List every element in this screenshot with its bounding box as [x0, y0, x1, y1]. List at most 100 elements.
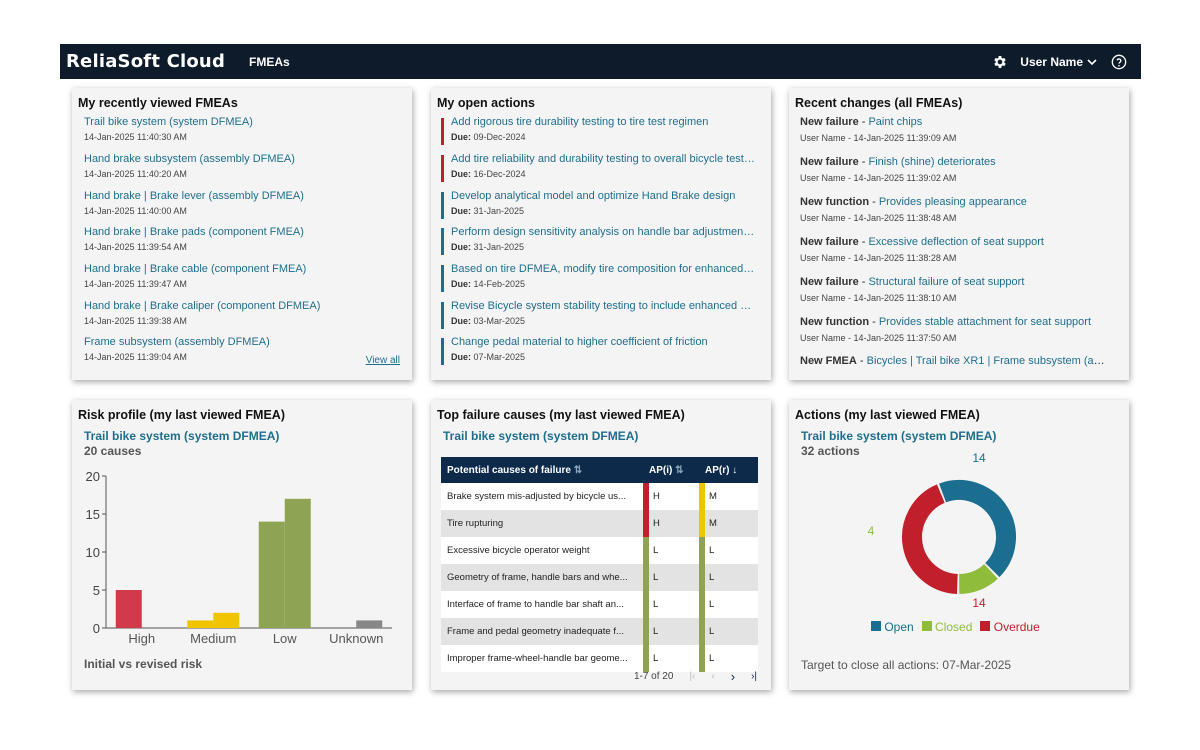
api-cell: L	[643, 618, 699, 645]
cause-cell: Interface of frame to handle bar shaft a…	[441, 591, 643, 618]
first-page-icon[interactable]: |‹	[689, 671, 696, 682]
fmea-link[interactable]: Hand brake | Brake lever (assembly DFMEA…	[84, 190, 304, 202]
causes-table: Potential causes of failure ⇅ AP(i) ⇅ AP…	[441, 457, 758, 672]
fmea-link[interactable]: Trail bike system (system DFMEA)	[443, 429, 639, 443]
col-header-cause[interactable]: Potential causes of failure ⇅	[441, 457, 643, 483]
action-link[interactable]: Add rigorous tire durability testing to …	[451, 116, 709, 128]
apr-cell: L	[699, 564, 758, 591]
donut-slice-closed[interactable]	[958, 563, 998, 594]
change-type: New failure	[800, 156, 859, 168]
card-title: Recent changes (all FMEAs)	[795, 96, 963, 110]
pagination: 1-7 of 20 |‹ ‹ › ›|	[634, 669, 757, 684]
status-indicator	[441, 192, 444, 219]
change-type: New failure	[800, 116, 859, 128]
action-link[interactable]: Revise Bicycle system stability testing …	[451, 300, 756, 312]
prev-page-icon[interactable]: ‹	[711, 671, 715, 682]
change-link[interactable]: Provides pleasing appearance	[878, 196, 1027, 208]
change-link[interactable]: Finish (shine) deteriorates	[868, 156, 996, 168]
change-link[interactable]: Paint chips	[868, 116, 923, 128]
list-item[interactable]: Hand brake | Brake caliper (component DF…	[84, 300, 320, 326]
table-row[interactable]: Tire rupturing H M	[441, 510, 758, 537]
list-item[interactable]: New failure - Structural failure of seat…	[800, 276, 1105, 303]
fmea-link[interactable]: Hand brake subsystem (assembly DFMEA)	[84, 153, 295, 165]
action-count: 32 actions	[801, 444, 860, 458]
fmea-link[interactable]: Trail bike system (system DFMEA)	[84, 429, 280, 443]
view-all-link[interactable]: View all	[365, 355, 400, 366]
user-menu[interactable]: User Name	[1020, 55, 1097, 69]
bar-low-initial[interactable]	[258, 521, 285, 628]
list-item[interactable]: New function - Provides stable attachmen…	[800, 316, 1105, 343]
col-header-api[interactable]: AP(i) ⇅	[643, 457, 699, 483]
action-link[interactable]: Perform design sensitivity analysis on h…	[451, 226, 756, 238]
last-page-icon[interactable]: ›|	[751, 671, 757, 682]
list-item[interactable]: New function - Provides pleasing appeara…	[800, 196, 1105, 223]
change-link[interactable]: Structural failure of seat support	[868, 276, 1025, 288]
list-item[interactable]: Hand brake | Brake lever (assembly DFMEA…	[84, 190, 304, 216]
gear-icon[interactable]	[992, 54, 1008, 70]
fmea-link[interactable]: Trail bike system (system DFMEA)	[84, 116, 253, 128]
due-date: Due: 14-Feb-2025	[451, 279, 526, 289]
action-item[interactable]: Based on tire DFMEA, modify tire composi…	[441, 263, 756, 295]
list-item[interactable]: Hand brake | Brake pads (component FMEA)…	[84, 226, 304, 252]
list-item[interactable]: New failure - Excessive deflection of se…	[800, 236, 1105, 263]
donut-slice-overdue[interactable]	[902, 484, 959, 594]
action-link[interactable]: Change pedal material to higher coeffici…	[451, 336, 708, 348]
viewed-date: 14-Jan-2025 11:39:38 AM	[84, 316, 187, 326]
fmea-link[interactable]: Hand brake | Brake caliper (component DF…	[84, 300, 321, 312]
table-row[interactable]: Geometry of frame, handle bars and whe..…	[441, 564, 758, 591]
action-link[interactable]: Develop analytical model and optimize Ha…	[451, 190, 736, 202]
status-indicator	[441, 228, 444, 255]
change-link[interactable]: Bicycles | Trail bike XR1 | Frame subsys…	[866, 355, 1105, 367]
brand-logo[interactable]: ReliaSoft Cloud	[66, 51, 226, 72]
fmea-link[interactable]: Frame subsystem (assembly DFMEA)	[84, 336, 270, 348]
due-date: Due: 16-Dec-2024	[451, 169, 526, 179]
fmea-link[interactable]: Hand brake | Brake pads (component FMEA)	[84, 226, 304, 238]
list-item[interactable]: Frame subsystem (assembly DFMEA) 14-Jan-…	[84, 336, 270, 362]
fmea-link[interactable]: Trail bike system (system DFMEA)	[801, 429, 997, 443]
action-item[interactable]: Change pedal material to higher coeffici…	[441, 336, 756, 368]
cause-cell: Excessive bicycle operator weight	[441, 537, 643, 564]
table-row[interactable]: Interface of frame to handle bar shaft a…	[441, 591, 758, 618]
donut-value-closed: 4	[868, 524, 875, 538]
bar-medium-initial[interactable]	[187, 620, 214, 628]
change-link[interactable]: Provides stable attachment for seat supp…	[878, 316, 1092, 328]
action-item[interactable]: Develop analytical model and optimize Ha…	[441, 190, 756, 222]
action-item[interactable]: Perform design sensitivity analysis on h…	[441, 226, 756, 258]
table-row[interactable]: Excessive bicycle operator weight L L	[441, 537, 758, 564]
list-item[interactable]: New failure - Finish (shine) deteriorate…	[800, 156, 1105, 183]
help-icon[interactable]	[1111, 54, 1127, 70]
action-item[interactable]: Add tire reliability and durability test…	[441, 153, 756, 185]
list-item[interactable]: Hand brake subsystem (assembly DFMEA) 14…	[84, 153, 295, 179]
action-link[interactable]: Add tire reliability and durability test…	[451, 153, 756, 165]
table-row[interactable]: Brake system mis-adjusted by bicycle us.…	[441, 483, 758, 510]
table-row[interactable]: Improper frame-wheel-handle bar geome...…	[441, 645, 758, 672]
action-item[interactable]: Revise Bicycle system stability testing …	[441, 300, 756, 332]
change-link[interactable]: Excessive deflection of seat support	[868, 236, 1044, 248]
bar-unknown-revised[interactable]	[356, 620, 383, 628]
list-item[interactable]: Hand brake | Brake cable (component FMEA…	[84, 263, 306, 289]
viewed-date: 14-Jan-2025 11:39:54 AM	[84, 242, 187, 252]
bar-low-revised[interactable]	[284, 498, 311, 628]
cause-cell: Tire rupturing	[441, 510, 643, 537]
next-page-icon[interactable]: ›	[730, 669, 736, 684]
cause-count: 20 causes	[84, 444, 142, 458]
y-tick-label: 10	[86, 545, 100, 560]
action-item[interactable]: Add rigorous tire durability testing to …	[441, 116, 756, 148]
table-row[interactable]: Frame and pedal geometry inadequate f...…	[441, 618, 758, 645]
fmea-link[interactable]: Hand brake | Brake cable (component FMEA…	[84, 263, 307, 275]
action-link[interactable]: Based on tire DFMEA, modify tire composi…	[451, 263, 756, 275]
col-header-apr[interactable]: AP(r) ↓	[699, 457, 758, 483]
list-item[interactable]: Trail bike system (system DFMEA) 14-Jan-…	[84, 116, 253, 142]
list-item[interactable]: New failure - Paint chips User Name - 14…	[800, 116, 1105, 143]
user-name: User Name	[1020, 54, 1083, 69]
bar-medium-revised[interactable]	[213, 612, 240, 628]
list-item[interactable]: New FMEA - Bicycles | Trail bike XR1 | F…	[800, 355, 1105, 367]
y-tick-label: 0	[93, 621, 100, 636]
bar-high-initial[interactable]	[115, 590, 142, 628]
donut-slice-open[interactable]	[939, 480, 1016, 578]
donut-value-open: 14	[972, 451, 986, 465]
nav-fmeas[interactable]: FMEAs	[249, 54, 290, 69]
due-date: Due: 09-Dec-2024	[451, 132, 526, 142]
actions-card: Actions (my last viewed FMEA) Trail bike…	[789, 400, 1129, 690]
due-date: Due: 31-Jan-2025	[451, 206, 525, 216]
